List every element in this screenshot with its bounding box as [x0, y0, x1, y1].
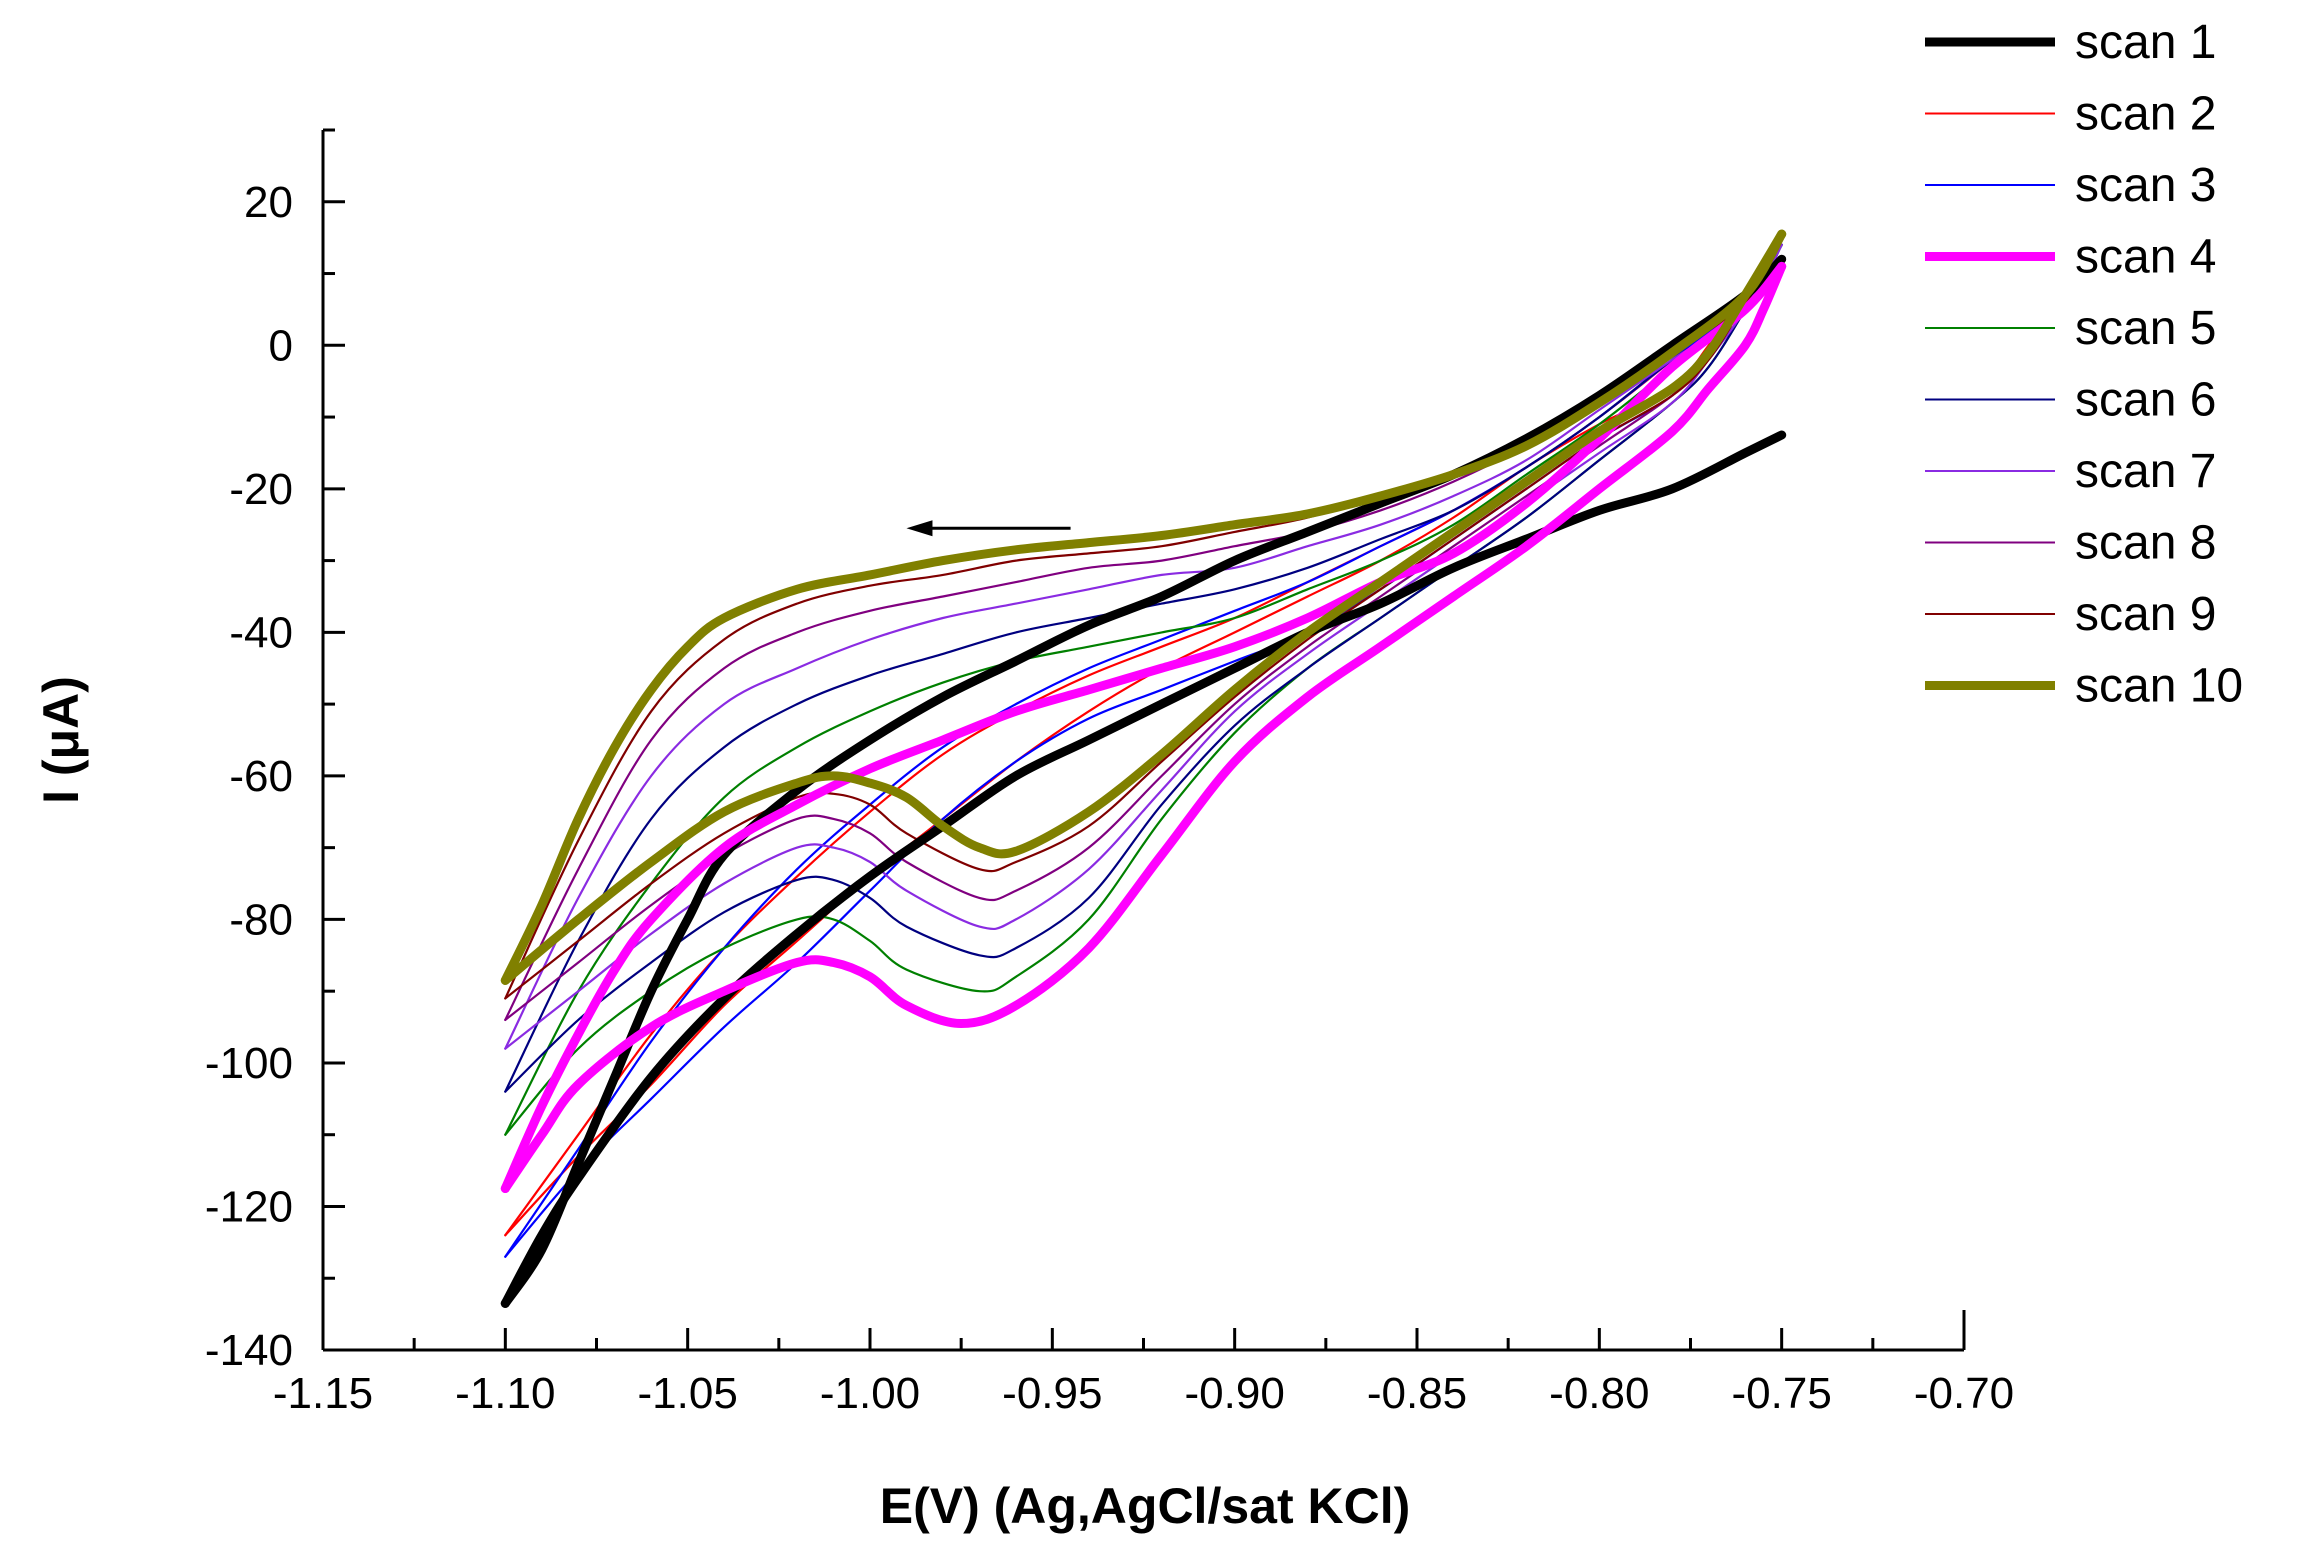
x-tick-label: -0.80 — [1549, 1369, 1649, 1418]
scan-direction-arrowhead — [906, 520, 933, 537]
x-tick-label: -1.10 — [455, 1369, 555, 1418]
legend-label: scan 9 — [2075, 588, 2216, 641]
legend-label: scan 5 — [2075, 302, 2216, 355]
scan-1-forward-curve — [500, 430, 1787, 1308]
y-tick-label: 0 — [269, 321, 293, 370]
scan-8-forward-curve — [504, 236, 1783, 1021]
x-tick-label: -0.95 — [1002, 1369, 1102, 1418]
legend-label: scan 8 — [2075, 517, 2216, 570]
ticks-layer: -1.15 -1.10 -1.05 -1.00 -0.95 -0.90 -0.85 -0.80… — [205, 128, 2014, 1418]
x-tick-label: -1.00 — [820, 1369, 920, 1418]
x-tick-label: -1.05 — [638, 1369, 738, 1418]
y-tick-label: -120 — [205, 1182, 293, 1231]
annotation-layer — [906, 520, 1071, 537]
legend-label: scan 1 — [2075, 16, 2216, 69]
x-axis-title: E(V) (Ag,AgCl/sat KCl) — [880, 1478, 1411, 1534]
legend-label: scan 10 — [2075, 660, 2243, 713]
x-tick-label: -0.75 — [1732, 1369, 1832, 1418]
legend: scan 1 scan 2 scan 3 scan 4 scan 5 scan 6 scan… — [1925, 16, 2243, 713]
scan-6-forward-curve — [504, 243, 1783, 1093]
scan-4-forward-curve — [500, 261, 1787, 1193]
y-tick-label: -40 — [229, 608, 293, 657]
legend-label: scan 2 — [2075, 88, 2216, 141]
scan-10-backward-curve — [500, 229, 1787, 985]
y-tick-label: -100 — [205, 1039, 293, 1088]
x-tick-label: -1.15 — [273, 1369, 373, 1418]
scan-10-forward-curve — [500, 229, 1787, 985]
y-tick-label: 20 — [244, 178, 293, 227]
scan-7-backward-curve — [504, 243, 1783, 1050]
scan-9-forward-curve — [504, 236, 1783, 1000]
legend-label: scan 3 — [2075, 159, 2216, 212]
legend-label: scan 4 — [2075, 231, 2216, 284]
curves-layer — [500, 229, 1787, 1308]
scan-7-forward-curve — [504, 243, 1783, 1050]
x-tick-label: -0.85 — [1367, 1369, 1467, 1418]
y-tick-label: -60 — [229, 752, 293, 801]
legend-label: scan 7 — [2075, 445, 2216, 498]
y-axis-title: I (μA) — [33, 676, 89, 804]
y-tick-label: -20 — [229, 465, 293, 514]
legend-label: scan 6 — [2075, 374, 2216, 427]
y-tick-label: -140 — [205, 1326, 293, 1375]
y-tick-label: -80 — [229, 895, 293, 944]
scan-4-backward-curve — [500, 261, 1787, 1193]
x-tick-label: -0.70 — [1914, 1369, 2014, 1418]
x-tick-label: -0.90 — [1185, 1369, 1285, 1418]
